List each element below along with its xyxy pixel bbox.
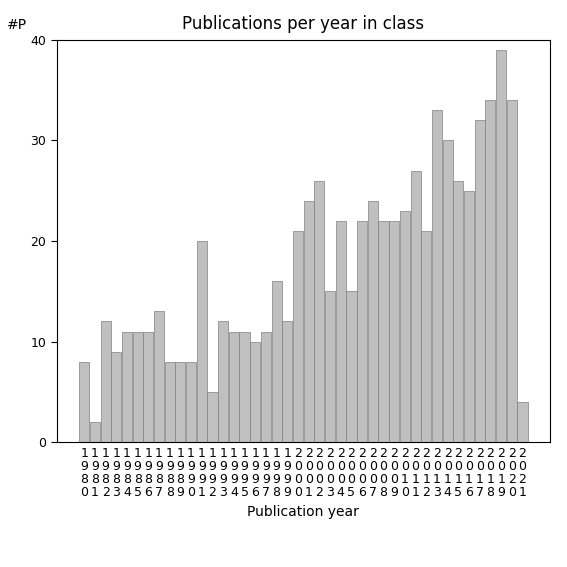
Bar (175, 362, 185, 442)
Bar (250, 341, 260, 442)
Bar (336, 221, 346, 442)
Bar (154, 311, 164, 442)
Bar (261, 332, 271, 442)
Bar (421, 231, 431, 442)
Bar (186, 362, 196, 442)
Bar (389, 221, 399, 442)
Bar (79, 362, 89, 442)
Bar (164, 362, 175, 442)
Bar (464, 191, 474, 442)
Bar (197, 241, 207, 442)
Bar (133, 332, 143, 442)
Title: Publications per year in class: Publications per year in class (182, 15, 425, 32)
Bar (496, 50, 506, 442)
Bar (229, 332, 239, 442)
Bar (111, 352, 121, 442)
Bar (282, 321, 293, 442)
Bar (475, 120, 485, 442)
Bar (325, 291, 335, 442)
Bar (507, 100, 517, 442)
Bar (411, 171, 421, 442)
Bar (432, 110, 442, 442)
Bar (518, 402, 527, 442)
Bar (208, 392, 218, 442)
Bar (218, 321, 229, 442)
Bar (100, 321, 111, 442)
Bar (400, 211, 410, 442)
Bar (443, 141, 452, 442)
Bar (346, 291, 357, 442)
Bar (239, 332, 249, 442)
Bar (122, 332, 132, 442)
Bar (293, 231, 303, 442)
Bar (303, 201, 314, 442)
Bar (368, 201, 378, 442)
Bar (357, 221, 367, 442)
X-axis label: Publication year: Publication year (247, 505, 359, 519)
Bar (90, 422, 100, 442)
Bar (143, 332, 154, 442)
Bar (453, 180, 463, 442)
Bar (272, 281, 282, 442)
Bar (485, 100, 496, 442)
Bar (314, 180, 324, 442)
Y-axis label: #P: #P (7, 18, 27, 32)
Bar (378, 221, 388, 442)
